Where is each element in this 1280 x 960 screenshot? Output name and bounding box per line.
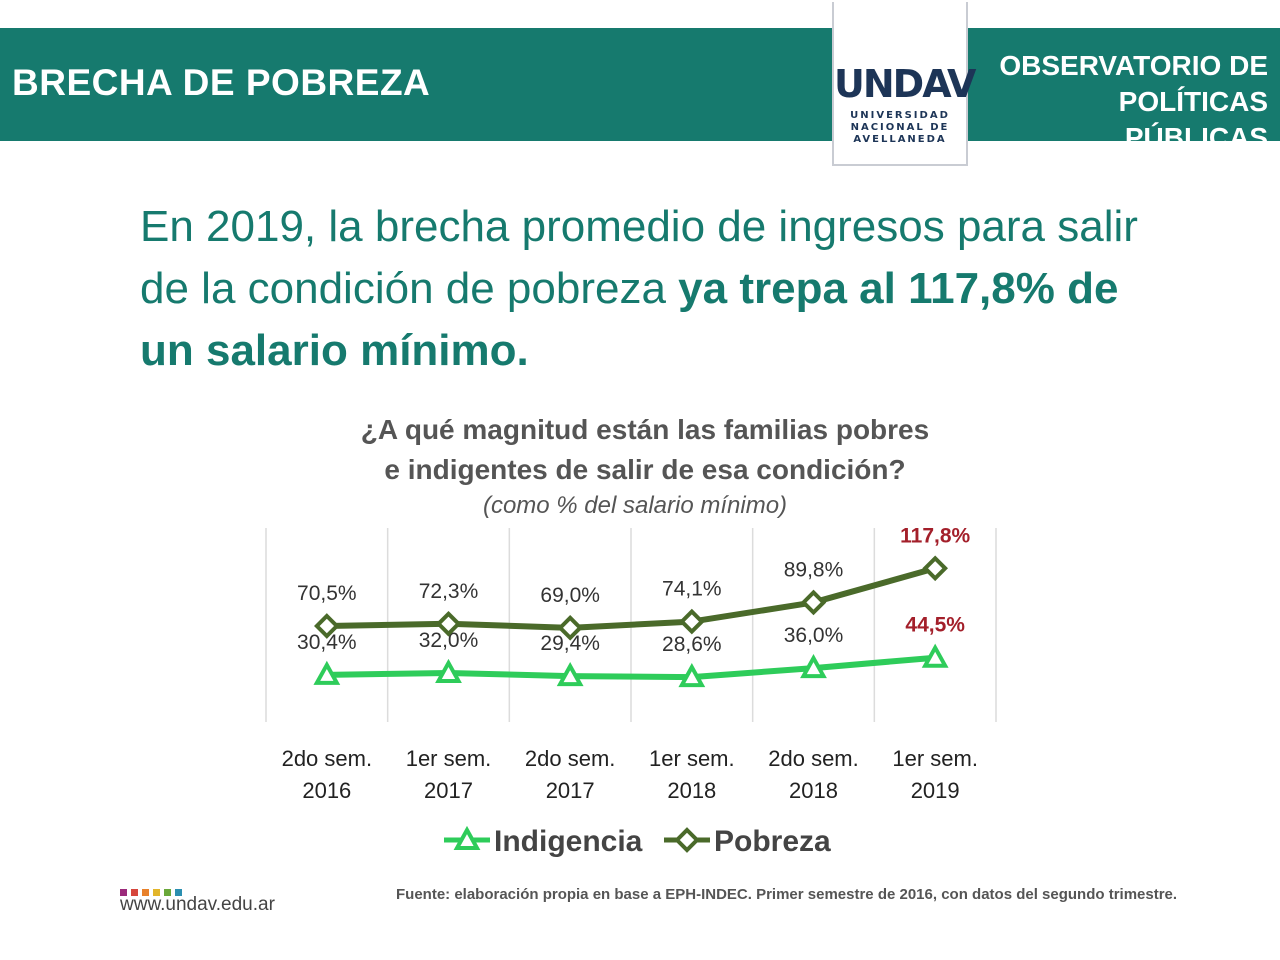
- x-tick-label: 2do sem.: [525, 746, 616, 771]
- x-tick-label: 2do sem.: [768, 746, 859, 771]
- source-note: Fuente: elaboración propia en base a EPH…: [396, 886, 1178, 903]
- x-tick-label: 2018: [789, 778, 838, 803]
- data-label: 32,0%: [419, 629, 479, 652]
- logo-sub-line: NACIONAL DE: [850, 122, 950, 133]
- data-label: 36,0%: [784, 624, 844, 647]
- data-point: [800, 589, 827, 616]
- data-point: [556, 662, 584, 687]
- legend-marker: [453, 825, 481, 850]
- chart-subtitle: (como % del salario mínimo): [482, 492, 788, 519]
- logo-sub-line: UNIVERSIDAD: [850, 110, 950, 121]
- data-point: [314, 613, 340, 639]
- data-point: [800, 653, 827, 679]
- undav-logo: UNDAV UNIVERSIDAD NACIONAL DE AVELLANEDA: [832, 2, 976, 166]
- chart-title: ¿A qué magnitud están las familias pobre…: [300, 410, 990, 490]
- logo-mark: UNDAV: [834, 62, 976, 106]
- x-tick-label: 2016: [302, 778, 351, 803]
- chart-title-line-2: e indigentes de salir de esa condición?: [384, 454, 906, 485]
- brand-color-dots: [120, 883, 186, 901]
- data-label: 89,8%: [784, 558, 844, 581]
- series-line-indigencia: [326, 654, 936, 681]
- data-point: [922, 555, 948, 582]
- headline-text: En 2019, la brecha promedio de ingresos …: [140, 202, 1138, 313]
- data-label: 44,5%: [905, 614, 965, 637]
- headline: En 2019, la brecha promedio de ingresos …: [140, 196, 1160, 382]
- data-label: 74,1%: [662, 578, 722, 601]
- data-point: [557, 614, 583, 641]
- x-tick-label: 1er sem.: [892, 746, 978, 771]
- x-tick-label: 2017: [424, 778, 473, 803]
- headline-bold: ya trepa al 117,8% de un salario mínimo.: [140, 264, 1119, 375]
- footer-url: www.undav.edu.ar: [120, 894, 275, 915]
- data-label: 72,3%: [419, 580, 479, 603]
- brand-dot: [175, 889, 182, 896]
- data-label: 70,5%: [297, 582, 357, 605]
- observatorio-line-1: OBSERVATORIO DE: [999, 50, 1268, 81]
- x-tick-label: 1er sem.: [406, 746, 492, 771]
- data-point: [678, 662, 706, 688]
- observatorio-line-2: POLÍTICAS PÚBLICAS: [1118, 86, 1268, 153]
- x-tick-label: 1er sem.: [649, 746, 735, 771]
- chart-title-line-1: ¿A qué magnitud están las familias pobre…: [360, 414, 930, 445]
- x-tick-label: 2019: [911, 778, 960, 803]
- brand-dot: [153, 889, 160, 896]
- brand-dot: [120, 889, 127, 896]
- data-label: 29,4%: [540, 632, 600, 655]
- brand-dot: [131, 889, 138, 896]
- x-tick-label: 2017: [546, 778, 595, 803]
- brand-dot: [142, 889, 149, 896]
- series-line-pobreza: [326, 565, 936, 631]
- x-tick-label: 2018: [667, 778, 716, 803]
- data-label: 117,8%: [900, 524, 970, 547]
- legend-label: Indigencia: [494, 825, 643, 858]
- data-point: [435, 610, 462, 637]
- header-band: [0, 28, 1280, 141]
- data-label: 69,0%: [540, 584, 600, 607]
- header-title: BRECHA DE POBREZA: [12, 62, 431, 103]
- legend-label: Pobreza: [714, 825, 831, 858]
- observatorio-title: OBSERVATORIO DE POLÍTICAS PÚBLICAS: [968, 48, 1268, 156]
- data-label: 28,6%: [662, 633, 722, 656]
- legend-marker: [674, 827, 700, 853]
- data-point: [921, 643, 949, 668]
- data-label: 30,4%: [297, 631, 357, 654]
- x-tick-label: 2do sem.: [282, 746, 373, 771]
- logo-subtitle: UNIVERSIDAD NACIONAL DE AVELLANEDA: [834, 110, 966, 146]
- data-point: [679, 608, 705, 635]
- data-point: [313, 660, 341, 685]
- logo-sub-line: AVELLANEDA: [853, 134, 947, 145]
- data-point: [435, 658, 462, 683]
- brand-dot: [164, 889, 171, 896]
